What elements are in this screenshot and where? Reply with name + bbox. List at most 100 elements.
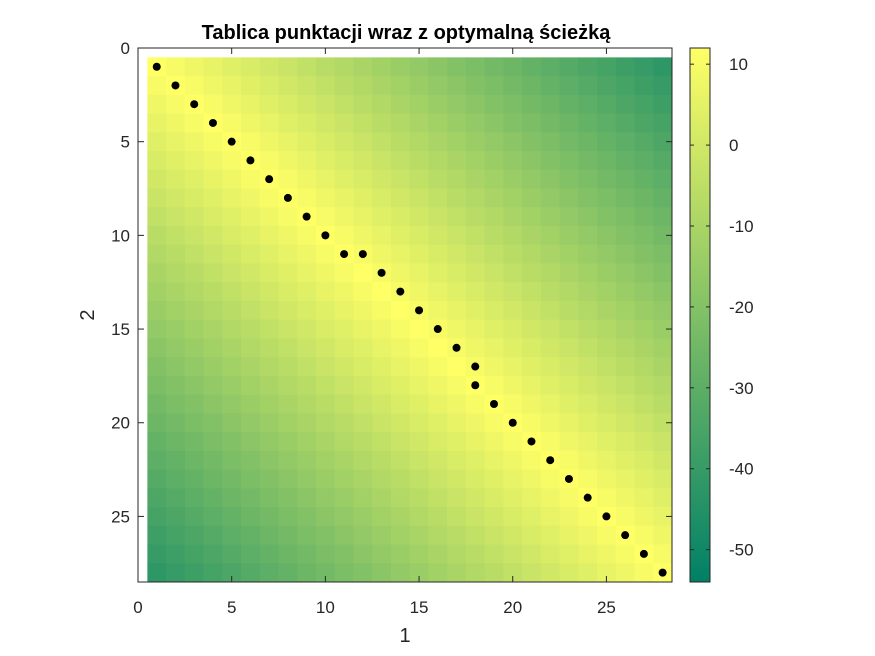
heatmap-cell xyxy=(634,300,654,321)
heatmap-cell xyxy=(222,375,242,396)
heatmap-cell xyxy=(259,394,279,414)
heatmap-cell xyxy=(372,207,392,227)
heatmap-cell xyxy=(222,188,242,208)
heatmap-cell xyxy=(259,357,279,377)
heatmap-cell xyxy=(559,57,579,77)
heatmap-cell xyxy=(484,263,504,283)
heatmap-cell xyxy=(259,151,279,171)
heatmap-cell xyxy=(353,357,373,377)
heatmap-cell xyxy=(316,263,336,283)
heatmap-cell xyxy=(166,113,186,133)
path-point xyxy=(583,493,592,502)
heatmap-cell xyxy=(316,544,336,564)
heatmap-cell xyxy=(166,169,186,189)
heatmap-cell xyxy=(428,507,448,527)
heatmap-cell xyxy=(222,469,242,489)
heatmap-cell xyxy=(559,394,579,414)
heatmap-cell xyxy=(203,394,223,414)
heatmap-cell xyxy=(390,226,411,246)
heatmap-cell xyxy=(465,469,486,489)
heatmap-cell xyxy=(166,375,186,396)
heatmap-cell xyxy=(409,375,429,396)
heatmap-cell xyxy=(634,263,654,283)
heatmap-cell xyxy=(297,282,317,302)
heatmap-cell xyxy=(297,300,317,321)
heatmap-cell xyxy=(372,300,392,321)
heatmap-cell xyxy=(522,169,542,189)
heatmap-cell xyxy=(540,113,560,133)
heatmap-cell xyxy=(428,432,448,452)
heatmap-cell xyxy=(465,151,486,171)
heatmap-cell xyxy=(653,375,673,396)
heatmap-cell xyxy=(241,525,261,545)
heatmap-cell xyxy=(578,244,598,264)
heatmap-cell xyxy=(428,300,448,321)
heatmap-cell xyxy=(428,151,448,171)
path-point xyxy=(452,343,461,352)
heatmap-cell xyxy=(278,413,298,433)
heatmap-cell xyxy=(222,432,242,452)
heatmap-cell xyxy=(503,94,523,114)
heatmap-cell xyxy=(428,188,448,208)
heatmap-cell xyxy=(147,375,167,396)
heatmap-cell xyxy=(353,544,373,564)
heatmap-cell xyxy=(615,151,635,171)
heatmap-cell xyxy=(184,207,204,227)
heatmap-cell xyxy=(390,151,411,171)
heatmap-cell xyxy=(578,544,598,564)
heatmap-cell xyxy=(147,394,167,414)
heatmap-cell xyxy=(540,76,560,96)
heatmap-cell xyxy=(297,94,317,114)
heatmap-cell xyxy=(540,151,560,171)
heatmap-cell xyxy=(465,319,486,339)
heatmap-cell xyxy=(259,263,279,283)
heatmap-cell xyxy=(372,544,392,564)
heatmap-cell xyxy=(203,188,223,208)
heatmap-cell xyxy=(522,488,542,508)
heatmap-cell xyxy=(147,169,167,189)
heatmap-cell xyxy=(372,226,392,246)
heatmap-cell xyxy=(372,94,392,114)
heatmap-cell xyxy=(503,525,523,545)
heatmap-cell xyxy=(578,188,598,208)
heatmap-cell xyxy=(241,413,261,433)
y-axis-label: 2 xyxy=(77,309,99,320)
heatmap-cell xyxy=(297,132,317,152)
heatmap-cell xyxy=(147,488,167,508)
heatmap-cell xyxy=(372,450,392,470)
heatmap-cell xyxy=(428,544,448,564)
heatmap-cell xyxy=(484,357,504,377)
heatmap-cell xyxy=(184,300,204,321)
heatmap-cell xyxy=(597,563,617,583)
heatmap-cell xyxy=(184,469,204,489)
heatmap-cell xyxy=(447,525,467,545)
heatmap-cell xyxy=(390,338,411,358)
heatmap-cell xyxy=(634,244,654,264)
heatmap-cell xyxy=(334,563,354,583)
heatmap-cell xyxy=(409,94,429,114)
heatmap-cell xyxy=(278,94,298,114)
heatmap-cell xyxy=(203,413,223,433)
heatmap-cell xyxy=(316,469,336,489)
heatmap-cell xyxy=(409,151,429,171)
heatmap-cell xyxy=(222,319,242,339)
heatmap-cell xyxy=(484,450,504,470)
heatmap-cell xyxy=(166,525,186,545)
heatmap-cell xyxy=(653,450,673,470)
heatmap-cell xyxy=(278,132,298,152)
heatmap-cell xyxy=(278,319,298,339)
heatmap-cell xyxy=(522,469,542,489)
heatmap-cell xyxy=(259,113,279,133)
heatmap-cell xyxy=(559,450,579,470)
heatmap-cell xyxy=(522,226,542,246)
path-point xyxy=(227,137,236,146)
heatmap-cell xyxy=(147,113,167,133)
heatmap-cell xyxy=(522,188,542,208)
heatmap-cell xyxy=(503,244,523,264)
heatmap-cell xyxy=(653,244,673,264)
heatmap-cell xyxy=(578,525,598,545)
heatmap-cell xyxy=(540,357,560,377)
heatmap-cell xyxy=(484,300,504,321)
heatmap-cell xyxy=(522,507,542,527)
